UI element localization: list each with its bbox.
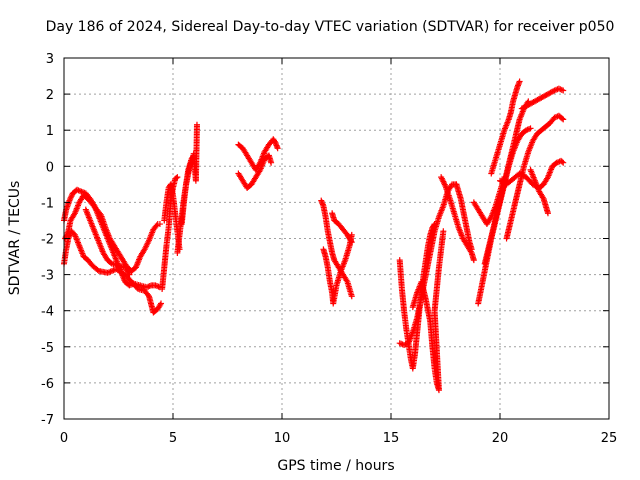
- y-axis-label: SDTVAR / TECUs: [7, 181, 23, 296]
- y-tick-label: -2: [41, 233, 54, 248]
- data-point: [348, 293, 355, 300]
- data-point: [558, 86, 565, 93]
- data-point: [560, 87, 567, 94]
- x-tick-label: 20: [492, 431, 509, 446]
- series-track-x: [518, 85, 567, 112]
- data-point: [559, 115, 566, 122]
- data-point: [560, 116, 567, 123]
- series-track-q: [438, 174, 477, 264]
- data-point: [94, 266, 101, 273]
- y-tick-label: -7: [41, 413, 54, 428]
- x-axis-label: GPS time / hours: [277, 458, 394, 474]
- series-track-o: [396, 181, 460, 348]
- data-point: [468, 246, 475, 253]
- data-point: [398, 340, 405, 347]
- series-track-u: [481, 98, 532, 267]
- series-track-i: [235, 136, 281, 173]
- data-point: [145, 283, 152, 290]
- y-tick-label: 1: [46, 124, 54, 139]
- series-track-c: [62, 192, 163, 274]
- y-tick-label: 3: [46, 52, 54, 67]
- data-point: [126, 271, 133, 278]
- data-point: [516, 78, 523, 85]
- series-track-m: [329, 210, 355, 246]
- data-point: [348, 237, 355, 244]
- data-point: [193, 121, 200, 128]
- x-tick-label: 0: [60, 431, 68, 446]
- data-point: [527, 125, 534, 132]
- grid-lines: [64, 58, 609, 419]
- x-tick-label: 10: [274, 431, 291, 446]
- data-point: [470, 257, 477, 264]
- axis-ticks: [63, 57, 610, 420]
- y-tick-label: -3: [41, 269, 54, 284]
- series-track-r: [453, 181, 475, 253]
- chart-title: Day 186 of 2024, Sidereal Day-to-day VTE…: [46, 19, 615, 35]
- x-tick-label: 15: [383, 431, 400, 446]
- data-point: [158, 300, 165, 307]
- data-point: [557, 86, 564, 93]
- x-tick-label: 5: [169, 431, 177, 446]
- y-tick-label: 0: [46, 160, 54, 175]
- data-point: [153, 222, 160, 229]
- data-point: [440, 228, 447, 235]
- series-track-p: [409, 228, 447, 394]
- data-point: [274, 145, 281, 152]
- y-tick-label: -1: [41, 196, 54, 211]
- data-point: [146, 283, 153, 290]
- data-point: [550, 88, 557, 95]
- series-track-d: [82, 206, 133, 278]
- data-point: [154, 283, 161, 290]
- series-track-h: [178, 121, 200, 228]
- data-point: [268, 159, 275, 166]
- data-points: [61, 78, 567, 394]
- data-point: [173, 175, 180, 182]
- series-track-v: [488, 78, 523, 177]
- y-tick-label: -5: [41, 341, 54, 356]
- data-point: [544, 210, 551, 217]
- series-track-w: [503, 112, 567, 242]
- data-point: [174, 174, 181, 181]
- data-point: [348, 239, 355, 246]
- data-point: [559, 158, 566, 165]
- series-track-j: [235, 152, 275, 191]
- data-point: [157, 301, 164, 308]
- x-tick-label: 25: [601, 431, 618, 446]
- series-track-z: [527, 166, 551, 217]
- y-tick-label: -6: [41, 377, 54, 392]
- data-point: [560, 159, 567, 166]
- y-tick-label: -4: [41, 305, 54, 320]
- data-point: [156, 221, 163, 228]
- y-tick-label: 2: [46, 88, 54, 103]
- data-point: [107, 259, 114, 266]
- tick-labels: 0 5 10 15 20 25 -7 -6 -5 -4 -3 -2 -1 0 1 2 3: [41, 52, 617, 446]
